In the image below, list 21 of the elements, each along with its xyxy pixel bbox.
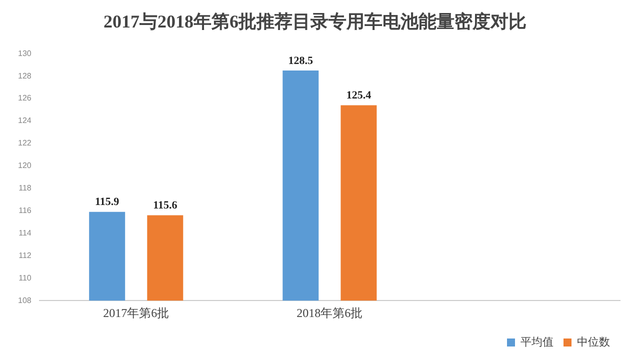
x-tick-label: 2018年第6批	[296, 306, 363, 320]
data-label: 128.5	[288, 54, 314, 67]
chart-title: 2017与2018年第6批推荐目录专用车电池能量密度对比	[104, 11, 526, 32]
data-label: 115.9	[95, 196, 120, 208]
legend-label: 中位数	[577, 335, 610, 348]
y-tick-label: 128	[18, 71, 32, 80]
y-tick-label: 120	[18, 161, 32, 170]
y-tick-label: 114	[18, 228, 32, 238]
x-tick-label: 2017年第6批	[103, 306, 170, 320]
data-label: 125.4	[346, 90, 372, 102]
y-tick-label: 116	[18, 206, 32, 215]
y-tick-label: 130	[18, 48, 32, 58]
y-tick-label: 126	[18, 94, 32, 103]
y-tick-label: 122	[18, 138, 32, 148]
legend-label: 平均值	[520, 335, 554, 348]
y-tick-label: 118	[18, 184, 32, 193]
y-tick-label: 112	[18, 250, 32, 260]
y-tick-label: 110	[18, 273, 32, 282]
data-label: 115.6	[153, 200, 178, 212]
y-tick-label: 108	[18, 296, 32, 305]
y-tick-label: 124	[18, 116, 32, 126]
